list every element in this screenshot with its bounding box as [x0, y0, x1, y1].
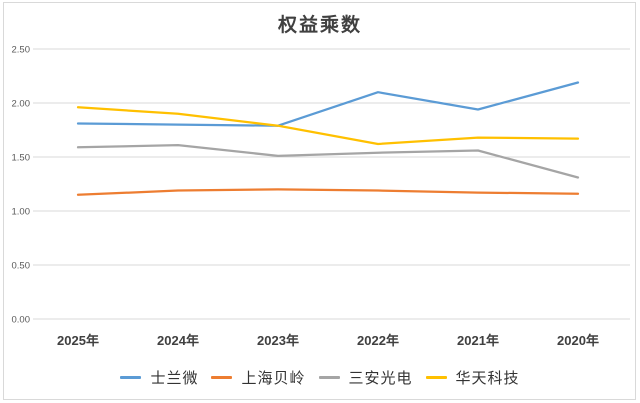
legend-line-swatch: [318, 376, 340, 379]
legend-line-swatch: [120, 376, 142, 379]
legend-label: 上海贝岭: [241, 371, 306, 387]
y-axis-tick-label: 1.00: [12, 207, 31, 218]
x-axis-tick-label: 2025年: [57, 333, 99, 348]
y-axis-tick-label: 0.50: [12, 261, 31, 272]
y-axis-tick-label: 2.00: [12, 99, 31, 110]
legend: 士兰微 上海贝岭 三安光电 华天科技: [0, 367, 640, 388]
legend-line-swatch: [425, 376, 447, 379]
legend-line-swatch: [211, 376, 233, 379]
legend-item: 士兰微: [120, 367, 198, 388]
x-axis-tick-label: 2022年: [357, 333, 399, 348]
x-axis-tick-label: 2020年: [557, 333, 599, 348]
chart-frame: [3, 2, 636, 400]
legend-label: 三安光电: [348, 371, 413, 387]
y-axis-tick-label: 2.50: [12, 45, 31, 56]
series-line-2: [76, 143, 580, 179]
x-axis-tick-label: 2024年: [157, 333, 199, 348]
legend-label: 士兰微: [150, 371, 199, 387]
legend-item: 三安光电: [318, 367, 413, 388]
series-line-3: [76, 106, 580, 146]
y-axis-tick-label: 0.00: [12, 315, 31, 326]
series-line-1: [76, 188, 580, 196]
chart-title: 权益乘数: [277, 15, 362, 36]
y-axis-tick-label: 1.50: [12, 153, 31, 164]
legend-item: 上海贝岭: [211, 367, 305, 388]
legend-item: 华天科技: [425, 367, 520, 388]
series-line-0: [76, 81, 580, 127]
x-axis-tick-label: 2021年: [457, 333, 499, 348]
legend-label: 华天科技: [455, 371, 520, 387]
x-axis-tick-label: 2023年: [257, 333, 299, 348]
